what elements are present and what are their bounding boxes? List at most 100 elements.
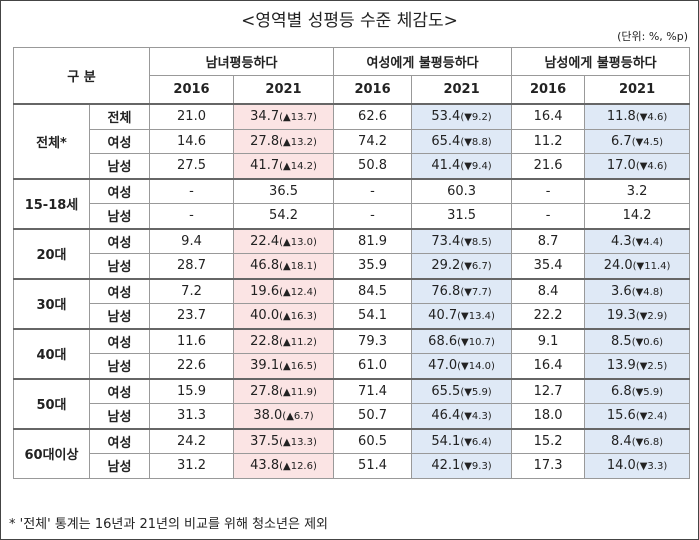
data-row: 남성 27.5 41.7(▲14.2) 50.8 41.4(▼9.4) 21.6 17.0(… [14, 153, 691, 179]
cell: 4.3(▼4.4) [584, 227, 691, 254]
cell: 81.9 [333, 227, 413, 254]
cell-value: 40.7 [428, 308, 458, 324]
cell: 50.8 [333, 153, 413, 179]
cell-change: (▼9.2) [460, 112, 492, 124]
cell-change: (▲16.5) [279, 361, 317, 373]
cell-value: 47.0 [428, 358, 458, 374]
sub-label: 여성 [88, 128, 151, 154]
cell-value: 19.3 [606, 308, 636, 324]
data-row: 15-18세 여성 -36.5-60.3-3.2 [13, 177, 691, 229]
data-row: 50대 여성 15.9 27.8(▲11.9) 71.4 65.5(▼5.9) 12.7 6.… [13, 377, 691, 429]
cell-change: (▼8.5) [460, 236, 492, 248]
cell-value: 14.0 [606, 458, 636, 474]
cell-change: (▲13.3) [279, 436, 317, 448]
data-row: 남성 22.6 39.1(▲16.5) 61.0 47.0(▼14.0) 16.4 13.9… [14, 353, 691, 379]
data-row: 남성 28.7 46.8(▲18.1) 35.9 29.2(▼6.7) 35.4 24.0(… [14, 253, 691, 279]
cell: 34.7(▲13.7) [233, 103, 335, 130]
cell-value: 76.8 [431, 283, 461, 299]
cell: 22.6 [149, 353, 235, 379]
sub-label: 남성 [88, 203, 151, 229]
cell: - [511, 203, 586, 229]
cell: 22.4(▲13.0) [233, 227, 335, 254]
data-table: 구 분 남녀평등하다 여성에게 불평등하다 남성에게 불평등하다 2016 2021 201… [12, 47, 691, 479]
cell: 79.3 [333, 327, 413, 354]
group-header: 남성에게 불평등하다 [511, 47, 691, 76]
cell: 60.3 [411, 177, 513, 204]
cell-value: 22.4 [250, 233, 280, 249]
cell: 43.8(▲12.6) [233, 453, 335, 479]
cell: - [511, 177, 586, 204]
cell: 18.0 [511, 403, 586, 429]
year-header: 2016 [511, 75, 586, 105]
cell: 40.7(▼13.4) [411, 303, 513, 329]
data-row: 남성 31.2 43.8(▲12.6) 51.4 42.1(▼9.3) 17.3 14.0(… [14, 453, 691, 479]
group-label: 30대 [13, 277, 90, 329]
cell: - [333, 203, 413, 229]
cell-change: (▼6.8) [631, 436, 664, 448]
cell: - [149, 203, 235, 229]
cell: 13.9(▼2.5) [584, 353, 691, 379]
cell: 46.4(▼4.3) [411, 403, 513, 429]
cell-change: (▼3.3) [635, 461, 668, 473]
cell-change: (▼0.6) [631, 336, 664, 348]
cell: 21.6 [511, 153, 586, 179]
group-label: 20대 [13, 227, 90, 279]
cell: 73.4(▼8.5) [411, 227, 513, 254]
cell-value: 6.8 [611, 383, 632, 399]
sub-label: 여성 [88, 177, 151, 204]
cell: 3.6(▼4.8) [584, 277, 691, 304]
cell: 54.1(▼6.4) [411, 427, 513, 454]
cell-change: (▼2.4) [635, 411, 668, 423]
cell: - [333, 177, 413, 204]
cell: 11.2 [511, 128, 586, 154]
cell-value: 24.0 [603, 258, 633, 274]
cell-value: 73.4 [431, 233, 461, 249]
cell-change: (▼7.7) [460, 286, 492, 298]
cell-change: (▲11.9) [279, 386, 317, 398]
group-label: 전체* [13, 103, 90, 179]
sub-label: 여성 [88, 227, 151, 254]
cell-change: (▼5.9) [631, 386, 664, 398]
cell-value: 22.8 [250, 333, 280, 349]
cell-change: (▲16.3) [279, 311, 317, 323]
cell: 12.7 [511, 377, 586, 404]
cell-change: (▲14.2) [279, 161, 317, 173]
footnote: * '전체' 통계는 16년과 21년의 비교를 위해 청소년은 제외 [9, 517, 328, 532]
sub-label: 남성 [88, 403, 151, 429]
cell: 21.0 [149, 103, 235, 130]
cell: 9.1 [511, 327, 586, 354]
cell-change: (▼2.9) [635, 311, 668, 323]
data-row: 남성 31.3 38.0(▲6.7) 50.7 46.4(▼4.3) 18.0 15.6(▼… [14, 403, 691, 429]
cell-value: 46.4 [431, 408, 461, 424]
cell-change: (▲12.4) [279, 286, 317, 298]
cell: 54.2 [233, 203, 335, 229]
cell: 41.4(▼9.4) [411, 153, 513, 179]
sub-label: 남성 [88, 453, 151, 479]
sub-label: 여성 [88, 277, 151, 304]
cell: 76.8(▼7.7) [411, 277, 513, 304]
cell: 11.8(▼4.6) [584, 103, 691, 130]
group-label: 60대이상 [13, 427, 90, 479]
cell-change: (▼4.4) [631, 236, 664, 248]
cell-change: (▲13.2) [279, 136, 317, 148]
cell-change: (▼9.3) [460, 461, 492, 473]
cell: 68.6(▼10.7) [411, 327, 513, 354]
cell-change: (▼6.4) [460, 436, 492, 448]
cell: 8.4(▼6.8) [584, 427, 691, 454]
cell-change: (▲13.0) [279, 236, 317, 248]
cell: 27.5 [149, 153, 235, 179]
cell: 53.4(▼9.2) [411, 103, 513, 130]
cell: 27.8(▲13.2) [233, 128, 335, 154]
cell: 28.7 [149, 253, 235, 279]
sub-label: 여성 [88, 327, 151, 354]
group-header: 여성에게 불평등하다 [333, 47, 513, 76]
cell: 6.7(▼4.5) [584, 128, 691, 154]
cell: 31.2 [149, 453, 235, 479]
sub-label: 여성 [88, 377, 151, 404]
cell-change: (▼9.4) [460, 161, 492, 173]
cell: 3.2 [584, 177, 691, 204]
cell: 24.2 [149, 427, 235, 454]
cell-value: 8.5 [611, 333, 632, 349]
cell: 7.2 [149, 277, 235, 304]
cell: 22.8(▲11.2) [233, 327, 335, 354]
